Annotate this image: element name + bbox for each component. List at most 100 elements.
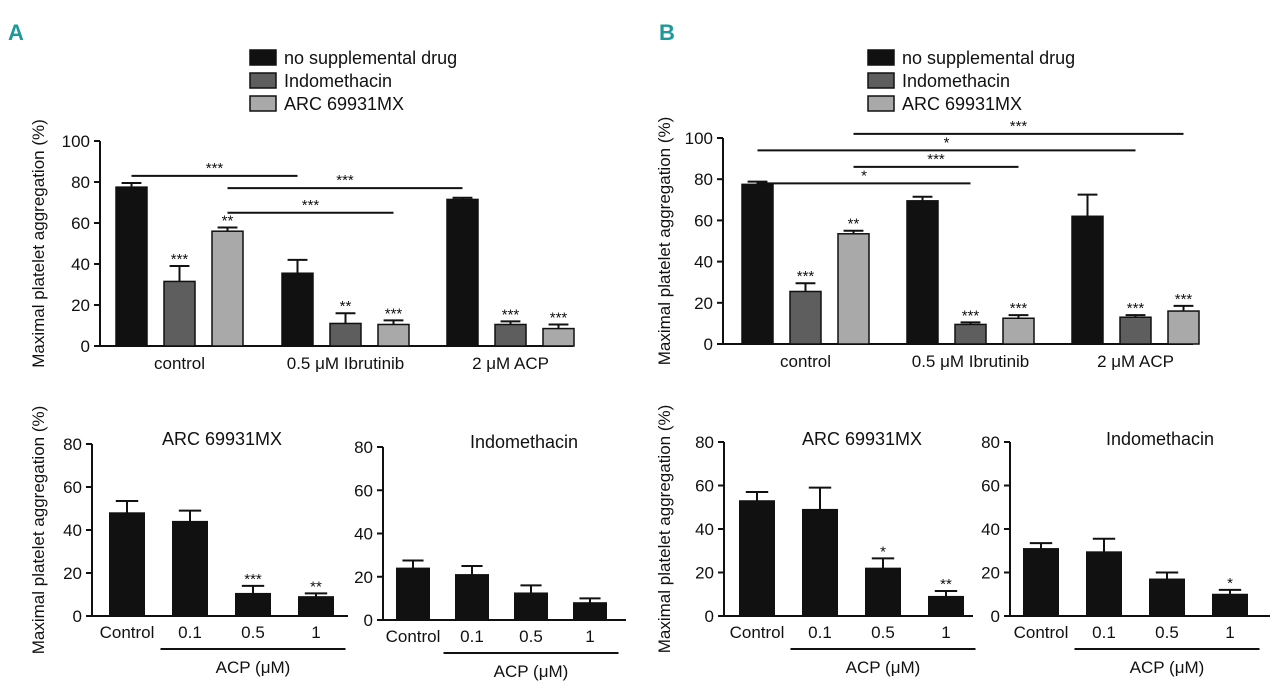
chart-title: ARC 69931MX bbox=[802, 429, 922, 449]
significance-label: *** bbox=[385, 305, 403, 322]
bracket-label: *** bbox=[206, 160, 224, 177]
bar-indomethacin bbox=[329, 322, 362, 347]
significance-label: ** bbox=[940, 576, 952, 593]
y-tick-label: 60 bbox=[71, 214, 90, 233]
y-tick-label: 80 bbox=[63, 435, 82, 454]
x-category-label: 0.1 bbox=[808, 623, 832, 642]
x-category-label: 2 μM ACP bbox=[1097, 352, 1174, 371]
y-tick-label: 20 bbox=[694, 294, 713, 313]
dose-group-label: ACP (μM) bbox=[494, 662, 569, 681]
significance-label: ** bbox=[340, 298, 352, 315]
bar bbox=[928, 595, 964, 617]
y-tick-label: 40 bbox=[695, 520, 714, 539]
significance-label: *** bbox=[797, 268, 815, 285]
significance-label: ** bbox=[222, 213, 234, 230]
dose-group-label: ACP (μM) bbox=[846, 658, 921, 677]
significance-label: *** bbox=[171, 251, 189, 268]
significance-label: *** bbox=[502, 306, 520, 323]
significance-label: * bbox=[1227, 575, 1233, 592]
bar bbox=[739, 500, 775, 617]
legend-label: Indomethacin bbox=[284, 71, 392, 91]
y-tick-label: 20 bbox=[695, 564, 714, 583]
legend-swatch bbox=[249, 72, 277, 89]
x-category-label: 0.5 μM Ibrutinib bbox=[912, 352, 1030, 371]
bar-arc-69931mx bbox=[1002, 317, 1035, 345]
bar-no-supplemental-drug bbox=[446, 198, 479, 347]
y-tick-label: 40 bbox=[354, 525, 373, 544]
significance-label: *** bbox=[550, 309, 568, 326]
bracket-label: *** bbox=[1010, 118, 1028, 135]
significance-label: *** bbox=[1127, 300, 1145, 317]
x-category-label: 2 μM ACP bbox=[472, 354, 549, 373]
chart-a-top: 0 20 40 60 80 100 Maximal platelet aggregation… bbox=[29, 48, 575, 373]
legend-swatch bbox=[867, 72, 895, 89]
bar-indomethacin bbox=[789, 290, 822, 345]
y-tick-label: 100 bbox=[685, 129, 713, 148]
bar bbox=[172, 520, 208, 617]
y-tick-label: 60 bbox=[981, 477, 1000, 496]
legend-swatch bbox=[867, 49, 895, 66]
x-category-label: 0.1 bbox=[1092, 623, 1116, 642]
x-category-label: 0.5 μM Ibrutinib bbox=[287, 354, 405, 373]
y-axis-title: Maximal platelet aggregation (%) bbox=[29, 406, 48, 655]
x-category-label: control bbox=[154, 354, 205, 373]
bar-no-supplemental-drug bbox=[741, 183, 774, 345]
y-tick-label: 40 bbox=[694, 253, 713, 272]
y-tick-label: 60 bbox=[354, 481, 373, 500]
x-category-label: control bbox=[780, 352, 831, 371]
y-tick-label: 0 bbox=[364, 611, 373, 630]
bar-arc-69931mx bbox=[542, 327, 575, 347]
significance-label: *** bbox=[244, 571, 262, 588]
x-category-label: Control bbox=[386, 627, 441, 646]
y-tick-label: 80 bbox=[354, 438, 373, 457]
bar bbox=[109, 512, 145, 617]
legend-swatch bbox=[867, 95, 895, 112]
chart-b-top: 0 20 40 60 80 100 Maximal platelet aggregation… bbox=[655, 48, 1200, 371]
legend-swatch bbox=[249, 95, 277, 112]
bar-indomethacin bbox=[954, 323, 987, 345]
significance-label: *** bbox=[1010, 300, 1028, 317]
y-tick-label: 80 bbox=[695, 433, 714, 452]
bar-no-supplemental-drug bbox=[906, 200, 939, 345]
bar-arc-69931mx bbox=[1167, 310, 1200, 345]
significance-label: *** bbox=[962, 307, 980, 324]
x-category-label: 0.5 bbox=[1155, 623, 1179, 642]
bar bbox=[573, 602, 607, 621]
y-tick-label: 80 bbox=[71, 173, 90, 192]
bracket-label: *** bbox=[302, 197, 320, 214]
bar bbox=[1212, 593, 1248, 617]
chart-title: ARC 69931MX bbox=[162, 429, 282, 449]
x-category-label: 1 bbox=[585, 627, 594, 646]
y-tick-label: 20 bbox=[354, 568, 373, 587]
chart-b-bottom-arc: 0 20 40 60 80 Maximal platelet aggregation (%… bbox=[655, 405, 976, 677]
y-axis-title: Maximal platelet aggregation (%) bbox=[29, 119, 48, 368]
bar bbox=[802, 508, 838, 617]
bar bbox=[1023, 548, 1059, 617]
bar bbox=[298, 596, 334, 617]
legend-label: Indomethacin bbox=[902, 71, 1010, 91]
bar bbox=[455, 574, 489, 621]
bar bbox=[1086, 551, 1122, 617]
bar bbox=[235, 592, 271, 617]
significance-label: ** bbox=[848, 216, 860, 233]
y-tick-label: 100 bbox=[62, 132, 90, 151]
bar-no-supplemental-drug bbox=[115, 186, 148, 347]
bracket-label: *** bbox=[927, 151, 945, 168]
y-tick-label: 40 bbox=[981, 520, 1000, 539]
bar-indomethacin bbox=[494, 323, 527, 347]
bracket-label: *** bbox=[336, 172, 354, 189]
y-tick-label: 20 bbox=[71, 296, 90, 315]
x-category-label: 0.1 bbox=[178, 623, 202, 642]
y-tick-label: 60 bbox=[694, 211, 713, 230]
bracket-label: * bbox=[944, 134, 950, 151]
x-category-label: Control bbox=[1014, 623, 1069, 642]
y-tick-label: 20 bbox=[981, 564, 1000, 583]
panel-letter-b: B bbox=[659, 20, 675, 45]
bar-indomethacin bbox=[1119, 316, 1152, 345]
x-category-label: 1 bbox=[1225, 623, 1234, 642]
bar-no-supplemental-drug bbox=[1071, 215, 1104, 345]
significance-label: * bbox=[880, 543, 886, 560]
y-tick-label: 0 bbox=[81, 337, 90, 356]
x-category-label: Control bbox=[100, 623, 155, 642]
bar bbox=[865, 567, 901, 617]
